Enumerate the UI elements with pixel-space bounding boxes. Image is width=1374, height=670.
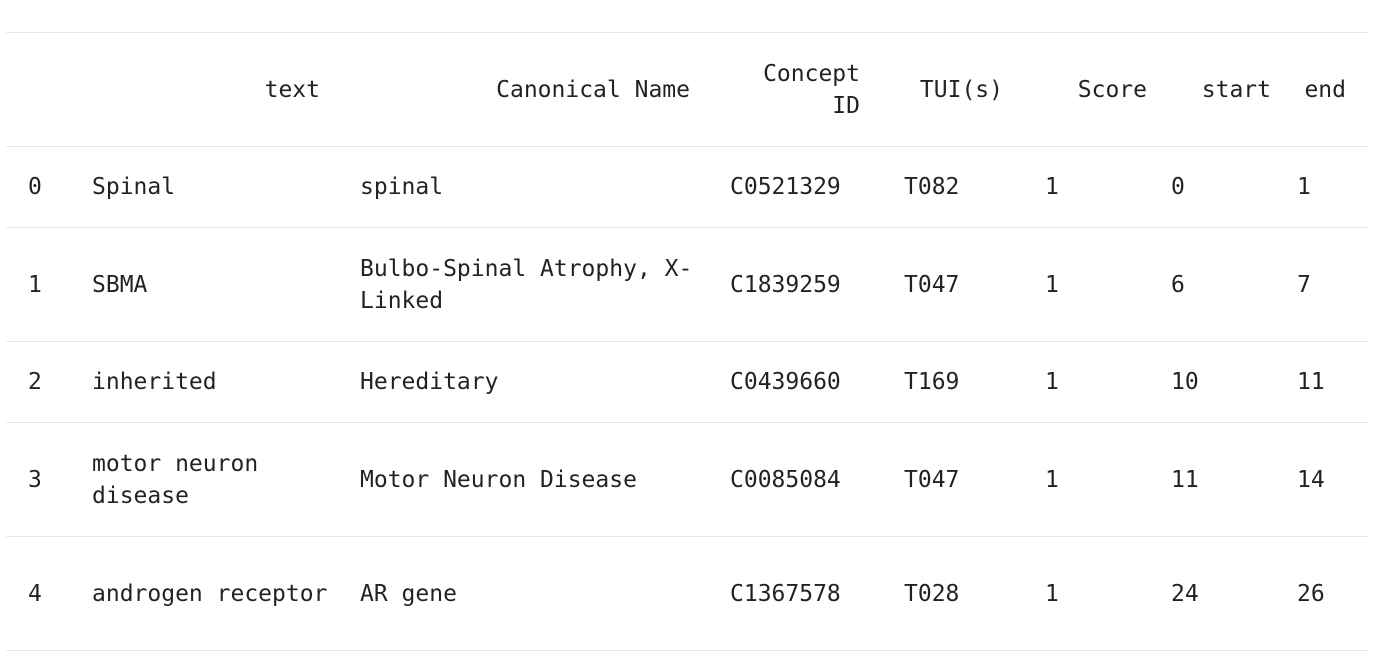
table-row: 2 inherited Hereditary C0439660 T169 1 1… — [6, 342, 1368, 423]
cell-start: 24 — [1171, 580, 1199, 607]
cell-concept-id: C1839259 — [730, 271, 841, 298]
cell-tuis: T047 — [904, 271, 960, 298]
cell-text: SBMA — [92, 271, 148, 298]
cell-score: 1 — [1045, 271, 1059, 298]
cell-concept-id: C1367578 — [730, 580, 841, 607]
cell-concept-id: C0521329 — [730, 174, 841, 200]
header-score: Score — [1077, 76, 1147, 103]
header-tuis: TUI(s) — [919, 76, 1003, 103]
cell-tuis: T028 — [904, 580, 960, 607]
row-index: 3 — [28, 466, 42, 493]
cell-tuis: T169 — [904, 369, 960, 395]
table-row: 0 Spinal spinal C0521329 T082 1 0 1 — [6, 147, 1368, 228]
cell-canonical-name: AR gene — [360, 580, 457, 607]
table-row: 3 motor neuron disease Motor Neuron Dise… — [6, 423, 1368, 537]
cell-end: 1 — [1297, 174, 1311, 200]
header-concept-id-line1: Concept — [763, 60, 860, 87]
cell-canonical-name: Motor Neuron Disease — [360, 466, 637, 493]
cell-text: Spinal — [92, 174, 176, 200]
row-index: 1 — [28, 271, 42, 298]
cell-start: 0 — [1171, 174, 1185, 200]
cell-text: inherited — [92, 369, 217, 395]
header-end: end — [1304, 76, 1346, 103]
row-index: 0 — [28, 174, 42, 200]
cell-start: 11 — [1171, 466, 1199, 493]
header-concept-id-line2: ID — [832, 92, 860, 119]
table-row: 1 SBMA Bulbo-Spinal Atrophy, X-Linked C1… — [6, 228, 1368, 342]
cell-tuis: T082 — [904, 174, 960, 200]
cell-end: 26 — [1297, 580, 1325, 607]
cell-text: androgen receptor — [92, 580, 328, 607]
cell-end: 11 — [1297, 369, 1325, 395]
header-text: text — [264, 76, 320, 103]
header-concept-id: Concept ID — [730, 33, 904, 147]
cell-start: 10 — [1171, 369, 1199, 395]
cell-score: 1 — [1045, 369, 1059, 395]
header-row: text Canonical Name Concept ID TUI(s) Sc… — [6, 32, 1368, 147]
cell-canonical-name: Hereditary — [360, 369, 499, 395]
cell-score: 1 — [1045, 580, 1059, 607]
cell-score: 1 — [1045, 466, 1059, 493]
cell-canonical-name: Bulbo-Spinal Atrophy, X-Linked — [360, 255, 693, 314]
cell-concept-id: C0085084 — [730, 466, 841, 493]
cell-end: 7 — [1297, 271, 1311, 298]
header-canonical-name: Canonical Name — [496, 76, 690, 103]
cell-text: motor neuron disease — [92, 450, 259, 509]
header-start: start — [1201, 76, 1271, 103]
cell-tuis: T047 — [904, 466, 960, 493]
cell-score: 1 — [1045, 174, 1059, 200]
header-index — [6, 33, 92, 147]
cell-concept-id: C0439660 — [730, 369, 841, 395]
row-index: 2 — [28, 369, 42, 395]
cell-end: 14 — [1297, 466, 1325, 493]
dataframe-output: text Canonical Name Concept ID TUI(s) Sc… — [6, 32, 1368, 651]
dataframe-table: text Canonical Name Concept ID TUI(s) Sc… — [6, 32, 1368, 651]
cell-canonical-name: spinal — [360, 174, 444, 200]
table-row: 4 androgen receptor AR gene C1367578 T02… — [6, 537, 1368, 651]
row-index: 4 — [28, 580, 42, 607]
cell-start: 6 — [1171, 271, 1185, 298]
